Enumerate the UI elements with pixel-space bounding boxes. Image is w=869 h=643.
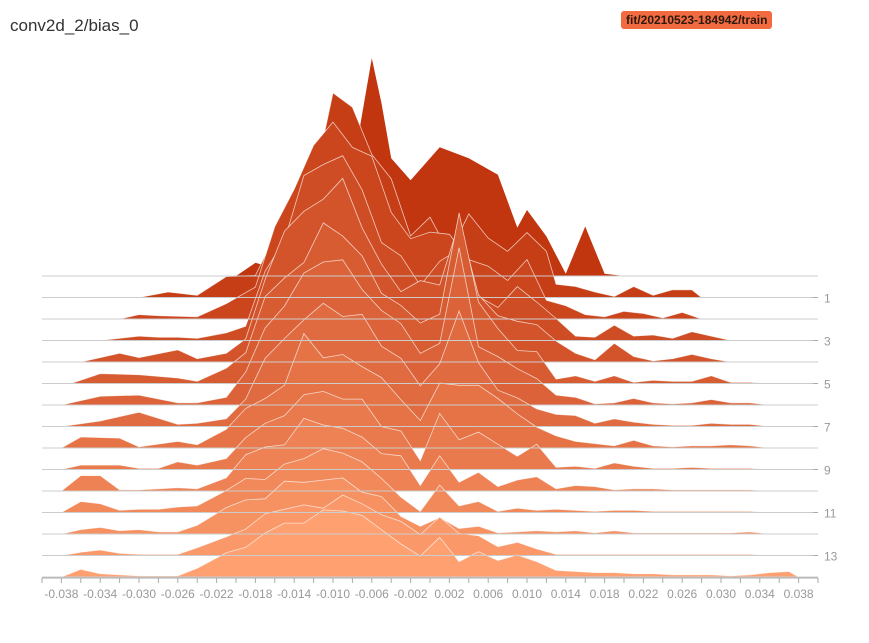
step-label-9: 9	[824, 464, 831, 478]
x-tick-label: -0.022	[200, 587, 234, 601]
x-tick-label: 0.018	[590, 587, 620, 601]
ridge-step-7[interactable]	[61, 302, 770, 427]
x-tick-label: 0.034	[745, 587, 775, 601]
x-tick-label: 0.038	[784, 587, 814, 601]
ridge-step-3[interactable]	[100, 155, 731, 341]
ridge-step-0[interactable]	[236, 58, 624, 277]
step-baselines	[42, 275, 818, 578]
x-tick-label: -0.002	[394, 587, 428, 601]
x-tick-label: 0.022	[628, 587, 658, 601]
ridge-step-11[interactable]	[59, 448, 770, 513]
x-tick-label: -0.010	[316, 587, 350, 601]
x-tick-label: -0.034	[83, 587, 117, 601]
x-tick-label: 0.010	[512, 587, 542, 601]
x-tick-label: -0.038	[44, 587, 78, 601]
ridge-step-6[interactable]	[61, 247, 770, 406]
x-tick-label: 0.026	[667, 587, 697, 601]
x-tick-label: -0.014	[277, 587, 311, 601]
ridge-step-14[interactable]	[61, 509, 801, 578]
step-label-5: 5	[824, 378, 831, 392]
ridge-step-12[interactable]	[61, 477, 770, 535]
x-tick-label: 0.002	[434, 587, 464, 601]
ridge-step-13[interactable]	[61, 494, 770, 556]
ridge-step-9[interactable]	[61, 390, 770, 470]
ridge-step-2[interactable]	[119, 121, 702, 320]
ridge-step-8[interactable]	[59, 332, 770, 449]
step-label-3: 3	[824, 335, 831, 349]
histogram-tag-title: conv2d_2/bias_0	[10, 16, 139, 35]
step-label-7: 7	[824, 421, 831, 435]
x-tick-label: 0.014	[551, 587, 581, 601]
step-label-13: 13	[824, 550, 838, 564]
x-tick-label: -0.030	[122, 587, 156, 601]
x-tick-label: 0.030	[706, 587, 736, 601]
histogram-ridges	[59, 58, 801, 578]
x-tick-label: -0.006	[355, 587, 389, 601]
x-tick-label: -0.026	[161, 587, 195, 601]
x-axis: -0.038 -0.034 -0.030 -0.026 -0.022 -0.018 -0.0…	[41, 577, 819, 601]
x-tick-label: -0.018	[238, 587, 272, 601]
run-badge[interactable]: fit/20210523-184942/train	[621, 11, 773, 29]
step-label-11: 11	[824, 507, 837, 521]
step-label-1: 1	[824, 292, 831, 306]
ridge-step-10[interactable]	[60, 417, 770, 492]
x-tick-label: 0.006	[473, 587, 503, 601]
ridge-step-5[interactable]	[70, 212, 770, 384]
